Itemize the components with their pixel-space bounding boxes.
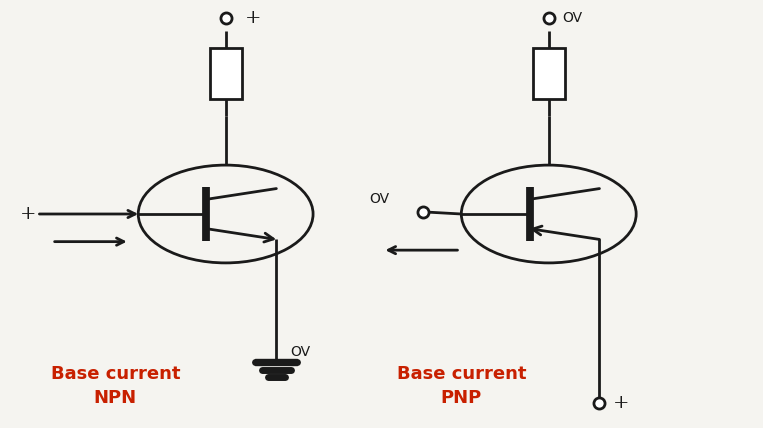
Text: OV: OV bbox=[290, 345, 311, 359]
Text: OV: OV bbox=[562, 12, 583, 25]
Text: Base current
NPN: Base current NPN bbox=[50, 366, 180, 407]
Text: +: + bbox=[245, 9, 261, 27]
Text: +: + bbox=[20, 205, 37, 223]
Text: OV: OV bbox=[369, 192, 389, 206]
Text: Base current
PNP: Base current PNP bbox=[397, 366, 526, 407]
FancyBboxPatch shape bbox=[533, 48, 565, 99]
FancyBboxPatch shape bbox=[210, 48, 242, 99]
Text: +: + bbox=[613, 394, 629, 412]
